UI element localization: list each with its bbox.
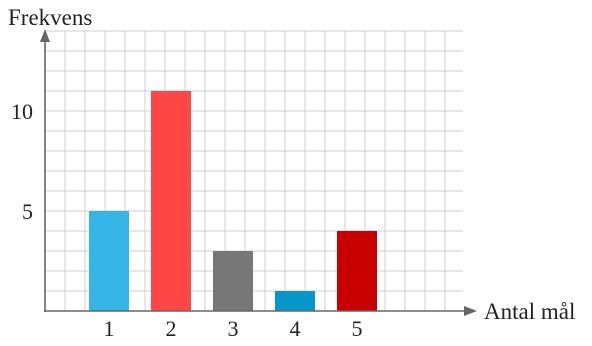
bar-2: [151, 91, 191, 311]
bar-3: [213, 251, 253, 311]
y-axis-arrow-icon: [40, 29, 50, 42]
y-tick-label-10: 10: [11, 99, 33, 124]
x-tick-label-4: 4: [290, 316, 301, 341]
labels: 5 10 1 2 3 4 5 Frekvens Antal mål: [8, 5, 575, 341]
bar-1: [89, 211, 129, 311]
x-tick-label-3: 3: [228, 316, 239, 341]
grid: [45, 30, 463, 311]
x-axis-arrow-icon: [464, 306, 477, 316]
bar-5: [337, 231, 377, 311]
x-tick-label-5: 5: [352, 316, 363, 341]
x-tick-label-1: 1: [104, 316, 115, 341]
y-tick-label-5: 5: [22, 199, 33, 224]
x-tick-label-2: 2: [166, 316, 177, 341]
y-axis-title: Frekvens: [8, 5, 92, 30]
axes: [40, 29, 477, 316]
x-axis-title: Antal mål: [484, 299, 575, 324]
bars: [89, 91, 377, 311]
bar-4: [275, 291, 315, 311]
